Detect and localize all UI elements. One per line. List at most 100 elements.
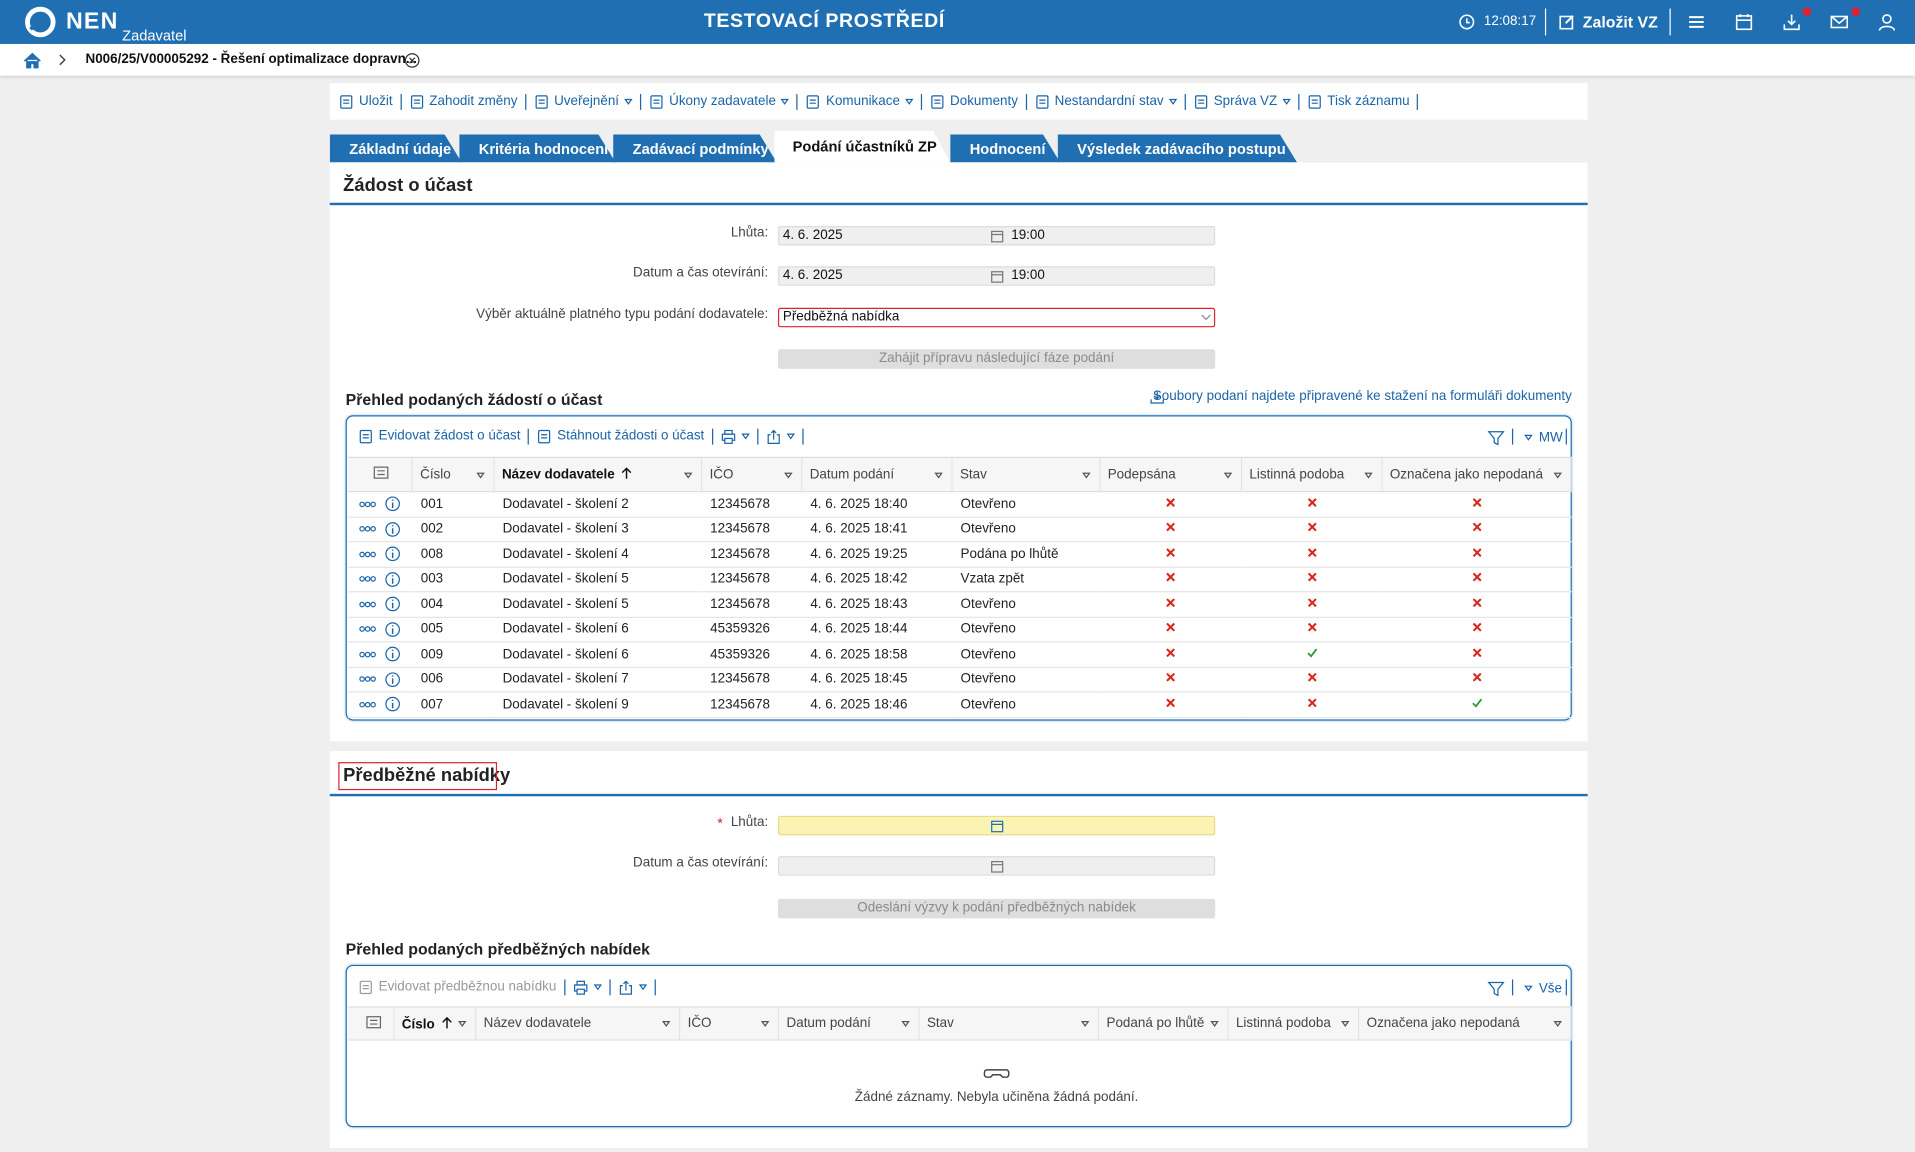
calendar-icon[interactable] [990,229,1003,242]
grid-action[interactable]: Stáhnout žádosti o účast [529,428,713,444]
column-filter[interactable] [1553,1020,1563,1027]
column-header[interactable]: Název dodavatele [494,456,703,493]
column-filter[interactable] [458,1020,467,1027]
column-filter[interactable] [901,1020,910,1027]
more-icon[interactable] [358,576,376,583]
more-icon[interactable] [358,551,376,558]
column-settings-icon[interactable] [372,465,389,480]
action-button[interactable] [777,898,1216,919]
toolbar-item[interactable]: Správa VZ [1186,93,1300,110]
info-icon[interactable] [384,571,400,587]
column-filter[interactable] [1080,1020,1090,1027]
print-menu[interactable] [713,428,759,444]
filter-icon[interactable] [1487,980,1505,996]
column-header[interactable]: Název dodavatele [475,1006,681,1041]
column-header[interactable]: Stav [919,1006,1100,1041]
toolbar-item[interactable]: Úkony zadavatele [641,93,798,110]
toolbar-item[interactable]: Zahodit změny [401,93,526,110]
more-icon[interactable] [358,601,376,608]
menu-icon[interactable] [1687,13,1707,30]
column-settings-icon[interactable] [365,1014,382,1029]
column-filter[interactable] [683,471,693,478]
column-header[interactable]: Listinná podoba [1241,456,1383,493]
toolbar-item[interactable]: Komunikace [798,93,922,110]
edit-icon[interactable] [1558,13,1575,30]
grid-action[interactable]: Evidovat žádost o účast [351,428,530,444]
toolbar-item[interactable]: Dokumenty [922,93,1027,110]
column-header[interactable]: Označena jako nepodaná [1381,456,1572,493]
user-icon[interactable] [1877,12,1897,32]
download-link[interactable]: Soubory podaní najdete připravené ke sta… [1152,388,1572,404]
grid-action[interactable]: Evidovat předběžnou nabídku [351,978,565,995]
info-icon[interactable] [384,671,400,687]
column-filter[interactable] [934,471,943,478]
column-header[interactable]: Listinná podoba [1228,1006,1360,1041]
more-icon[interactable] [358,626,376,633]
mail-icon[interactable] [1830,13,1850,30]
column-header[interactable]: Podaná po lhůtě [1098,1006,1229,1041]
toolbar-item[interactable]: Tisk záznamu [1299,93,1419,110]
download-icon[interactable] [1782,12,1802,32]
column-header[interactable]: Datum podání [801,456,953,493]
select-input[interactable] [777,307,1216,328]
column-header[interactable]: IČO [679,1006,780,1041]
info-icon[interactable] [384,646,400,662]
export-menu[interactable] [758,428,804,444]
column-filter[interactable] [1082,471,1091,478]
date-input[interactable] [777,266,1216,286]
more-icon[interactable] [358,525,376,532]
date-input[interactable] [777,815,1216,836]
print-menu[interactable] [565,978,611,995]
close-icon[interactable] [404,52,420,68]
column-header[interactable]: Číslo [393,1006,477,1041]
home-icon[interactable] [23,52,41,68]
info-icon[interactable] [384,696,400,712]
column-header[interactable]: IČO [701,456,803,493]
filter-icon[interactable] [1487,429,1505,445]
create-button[interactable]: Založit VZ [1582,12,1658,32]
column-filter[interactable] [1364,471,1373,478]
tab[interactable]: Výsledek zadávacího postupu [1058,134,1297,162]
more-icon[interactable] [358,701,376,708]
column-filter[interactable] [1223,471,1233,478]
action-button[interactable] [777,349,1216,369]
more-icon[interactable] [358,676,376,683]
column-header[interactable]: Označena jako nepodaná [1358,1006,1572,1041]
column-header[interactable]: Číslo [412,456,495,493]
more-icon[interactable] [358,651,376,658]
info-icon[interactable] [384,596,400,612]
tab[interactable]: Hodnocení [950,134,1060,162]
info-icon[interactable] [384,521,400,537]
calendar-icon[interactable] [990,859,1003,873]
calendar-icon[interactable] [990,269,1003,283]
column-filter[interactable] [784,471,793,478]
dropdown-arrow[interactable] [1523,984,1533,992]
grid-view[interactable]: MW [1538,430,1563,446]
breadcrumb-item[interactable]: N006/25/V00005292 - Řešení optimalizace … [85,51,418,67]
column-header[interactable]: Stav [952,456,1101,493]
tab[interactable]: Kritéria hodnocení [459,134,615,162]
info-icon[interactable] [384,621,400,637]
toolbar-item[interactable]: Uveřejnění [526,93,642,110]
date-input[interactable] [777,225,1216,246]
column-filter[interactable] [1341,1020,1350,1027]
column-filter[interactable] [1553,471,1563,478]
column-filter[interactable] [760,1020,770,1027]
column-filter[interactable] [661,1020,671,1027]
column-filter[interactable] [1210,1020,1219,1027]
dropdown-arrow[interactable] [1523,434,1533,441]
calendar-icon[interactable] [1734,12,1754,32]
tab[interactable]: Základní údaje [330,134,462,162]
toolbar-item[interactable]: Uložit [331,93,402,110]
tab[interactable]: Zadávací podmínky [613,134,777,162]
column-filter[interactable] [476,471,485,478]
info-icon[interactable] [384,496,400,512]
export-menu[interactable] [610,978,656,995]
column-header[interactable]: Datum podání [778,1006,920,1041]
toolbar-item[interactable]: Nestandardní stav [1027,93,1186,110]
column-header[interactable]: Podepsána [1099,456,1243,493]
date-input[interactable] [777,856,1216,876]
more-icon[interactable] [358,500,376,507]
calendar-icon[interactable] [990,819,1003,832]
info-icon[interactable] [384,546,400,562]
